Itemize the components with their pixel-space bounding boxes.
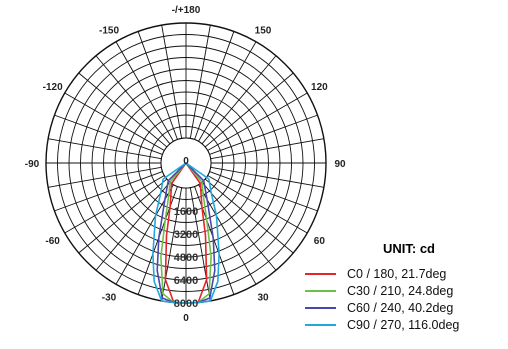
angle-tick-label: -/+180 [172,5,201,16]
angle-tick-labels: -/+180 150 -150 120 -120 90 -90 60 -60 30 -30 0 [25,5,346,324]
angle-tick-label: 150 [255,26,272,37]
grid-spoke [48,166,162,188]
legend-entry-label: C90 / 270, 116.0deg [347,318,459,332]
grid-spoke [198,41,257,142]
grid-spoke [204,72,294,148]
grid-spoke [201,181,277,271]
angle-tick-label: 0 [183,313,189,324]
grid-spoke [161,187,183,301]
grid-spoke [201,55,277,145]
angle-tick-label: -120 [43,82,63,93]
angle-tick-label: -150 [99,26,119,37]
radial-tick-label: 3200 [174,229,198,241]
grid-spoke [115,41,174,142]
angle-tick-label: 60 [314,236,326,247]
legend: UNIT: cd C0 / 180, 21.7deg C30 / 210, 24.… [305,241,459,332]
angle-tick-label: -60 [45,236,60,247]
grid-spoke [95,55,171,145]
legend-unit-label: UNIT: cd [383,241,435,256]
series-curve-3 [152,162,220,304]
grid-spoke [137,31,178,140]
grid-spoke [209,171,318,212]
grid-spoke [207,92,308,151]
grid-spoke [209,114,318,155]
grid-spoke [78,178,168,254]
grid-spoke [95,181,171,271]
polar-grid [45,22,327,304]
radial-tick-label: 4800 [174,252,198,264]
legend-entry-label: C0 / 180, 21.7deg [347,267,446,281]
grid-spoke [64,92,165,151]
grid-spoke [64,175,165,234]
grid-spoke [204,178,294,254]
grid-spoke [207,175,308,234]
grid-spoke [194,31,235,140]
grid-spoke [54,171,163,212]
radial-tick-label: 8000 [174,298,198,310]
center-label: 0 [183,156,189,167]
grid-spoke [210,166,324,188]
radial-tick-label: 6400 [174,275,198,287]
grid-spoke [48,138,162,160]
angle-tick-label: -90 [25,159,40,170]
grid-spoke [189,187,211,301]
grid-spoke [54,114,163,155]
angle-tick-label: -30 [102,292,117,303]
grid-spoke [189,25,211,139]
grid-spoke [161,25,183,139]
grid-spoke [210,138,324,160]
legend-entry-label: C60 / 240, 40.2deg [347,301,453,315]
angle-tick-label: 120 [311,82,328,93]
radial-tick-labels: 1600 3200 4800 6400 8000 [174,206,198,310]
angle-tick-label: 90 [334,159,346,170]
radial-tick-label: 1600 [174,206,198,218]
series-group [152,162,220,304]
legend-entry-label: C30 / 210, 24.8deg [347,284,453,298]
grid-spoke [78,72,168,148]
angle-tick-label: 30 [257,292,269,303]
